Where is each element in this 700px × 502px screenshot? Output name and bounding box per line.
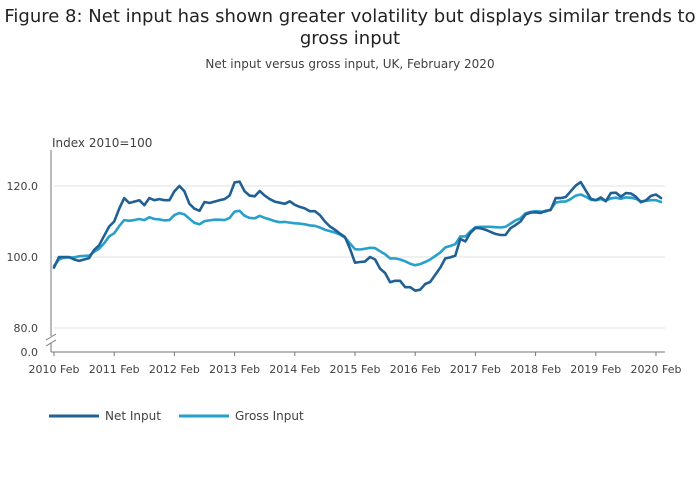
x-tick-label: 2014 Feb — [269, 363, 320, 376]
chart-subtitle: Net input versus gross input, UK, Februa… — [205, 57, 495, 71]
x-tick-label: 2013 Feb — [209, 363, 260, 376]
y-tick-label: 120.0 — [7, 180, 39, 193]
legend-label: Net Input — [105, 409, 161, 423]
legend-label: Gross Input — [235, 409, 304, 423]
x-tick-label: 2011 Feb — [89, 363, 140, 376]
x-tick-label: 2019 Feb — [570, 363, 621, 376]
y-tick-label: 80.0 — [14, 322, 39, 335]
x-tick-label: 2016 Feb — [390, 363, 441, 376]
axis-break-mark — [45, 339, 57, 347]
y-axis-title: Index 2010=100 — [52, 136, 152, 150]
x-tick-label: 2012 Feb — [149, 363, 200, 376]
y-tick-label: 0.0 — [21, 346, 39, 359]
x-tick-label: 2015 Feb — [330, 363, 381, 376]
series-line-net-input — [52, 180, 663, 292]
x-tick-label: 2018 Feb — [510, 363, 561, 376]
chart-title: Figure 8: Net input has shown greater vo… — [4, 6, 696, 49]
grid-layer — [54, 185, 665, 329]
y-tick-label: 100.0 — [7, 251, 39, 264]
axis-break-mark — [45, 333, 57, 341]
x-tick-label: 2010 Feb — [29, 363, 80, 376]
series-layer — [52, 180, 663, 292]
legend: Net Input Gross Input — [49, 409, 304, 423]
axis-layer: 0.0 80.0 100.0 120.0 2010 Feb 2011 Feb 2012 Fe… — [7, 150, 681, 376]
x-tick-label: 2020 Feb — [630, 363, 681, 376]
series-line-gross-input — [52, 193, 663, 268]
x-tick-label: 2017 Feb — [450, 363, 501, 376]
